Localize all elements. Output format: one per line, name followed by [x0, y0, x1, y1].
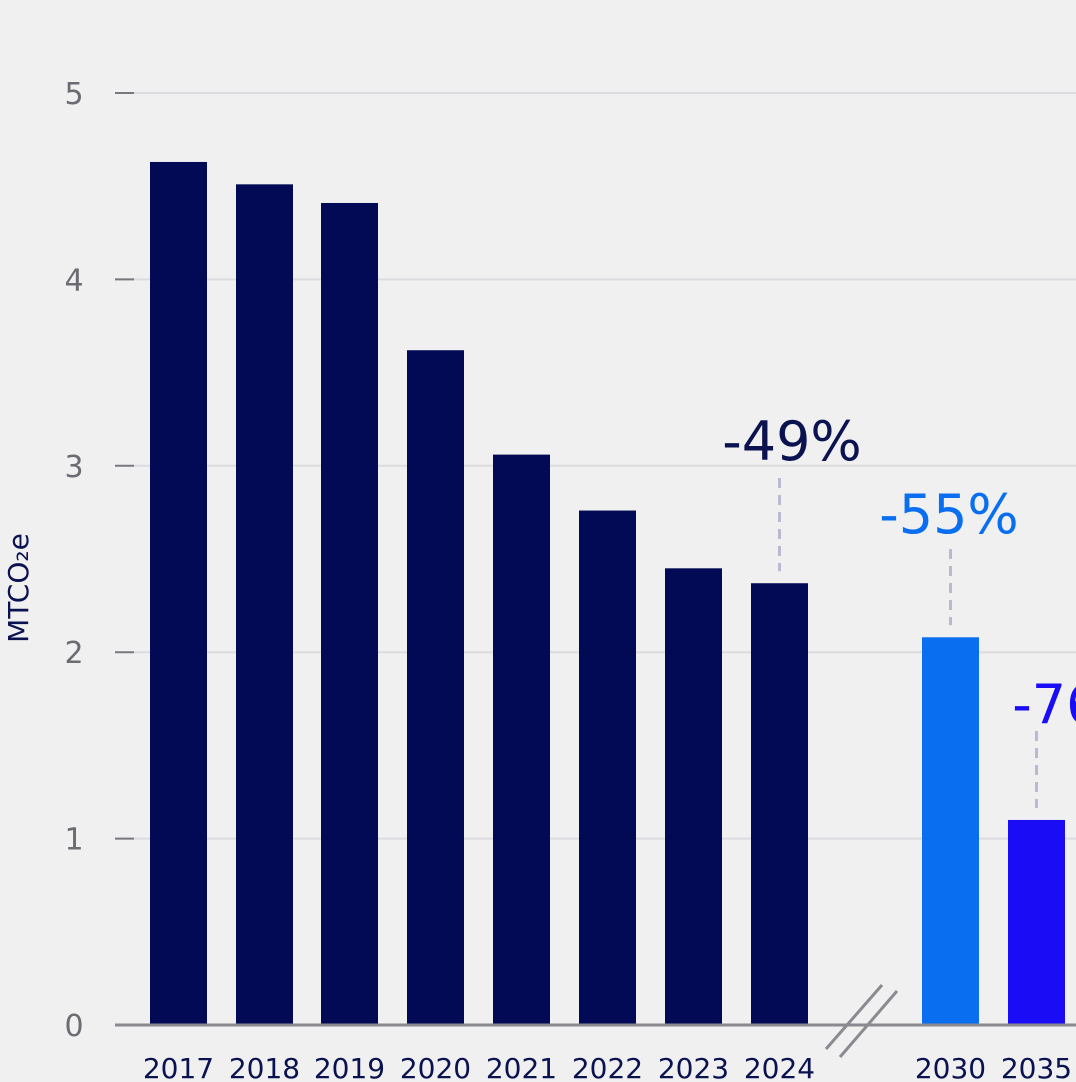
annotation-label-2024: -49%	[722, 410, 862, 473]
bar-2020	[407, 350, 464, 1025]
x-tick-label: 2024	[744, 1052, 815, 1082]
x-tick-label: 2019	[314, 1052, 385, 1082]
axis-break-mark	[824, 984, 884, 1050]
y-tick-label: 4	[64, 263, 83, 298]
y-tick-label: 3	[64, 450, 83, 485]
x-tick-label: 2017	[143, 1052, 214, 1082]
axis-break-mark	[838, 990, 899, 1058]
bar-2019	[321, 202, 378, 1025]
y-tick-label: 1	[64, 823, 83, 858]
x-tick-label: 2022	[572, 1052, 643, 1082]
bar-2030	[922, 637, 979, 1025]
x-tick-label: 2035	[1001, 1052, 1072, 1082]
x-tick-label: 2020	[400, 1052, 471, 1082]
bar-2022	[579, 510, 636, 1025]
x-tick-label: 2023	[658, 1052, 729, 1082]
bar-2023	[665, 568, 722, 1025]
bar-2024	[751, 583, 808, 1025]
bar-2035	[1008, 819, 1065, 1025]
bar-2018	[236, 184, 293, 1025]
x-tick-label: 2021	[486, 1052, 557, 1082]
y-tick-label: 0	[64, 1009, 83, 1044]
x-tick-label: 2018	[229, 1052, 300, 1082]
x-tick-label: 2030	[915, 1052, 986, 1082]
y-tick-label: 2	[64, 636, 83, 671]
y-axis-label: MTCO₂e	[2, 533, 35, 643]
y-tick-label: 5	[64, 77, 83, 112]
annotation-label-2030: -55%	[879, 483, 1019, 546]
bar-2021	[493, 454, 550, 1026]
annotation-label-2035: -76%	[1012, 673, 1076, 736]
bar-2017	[150, 161, 207, 1025]
